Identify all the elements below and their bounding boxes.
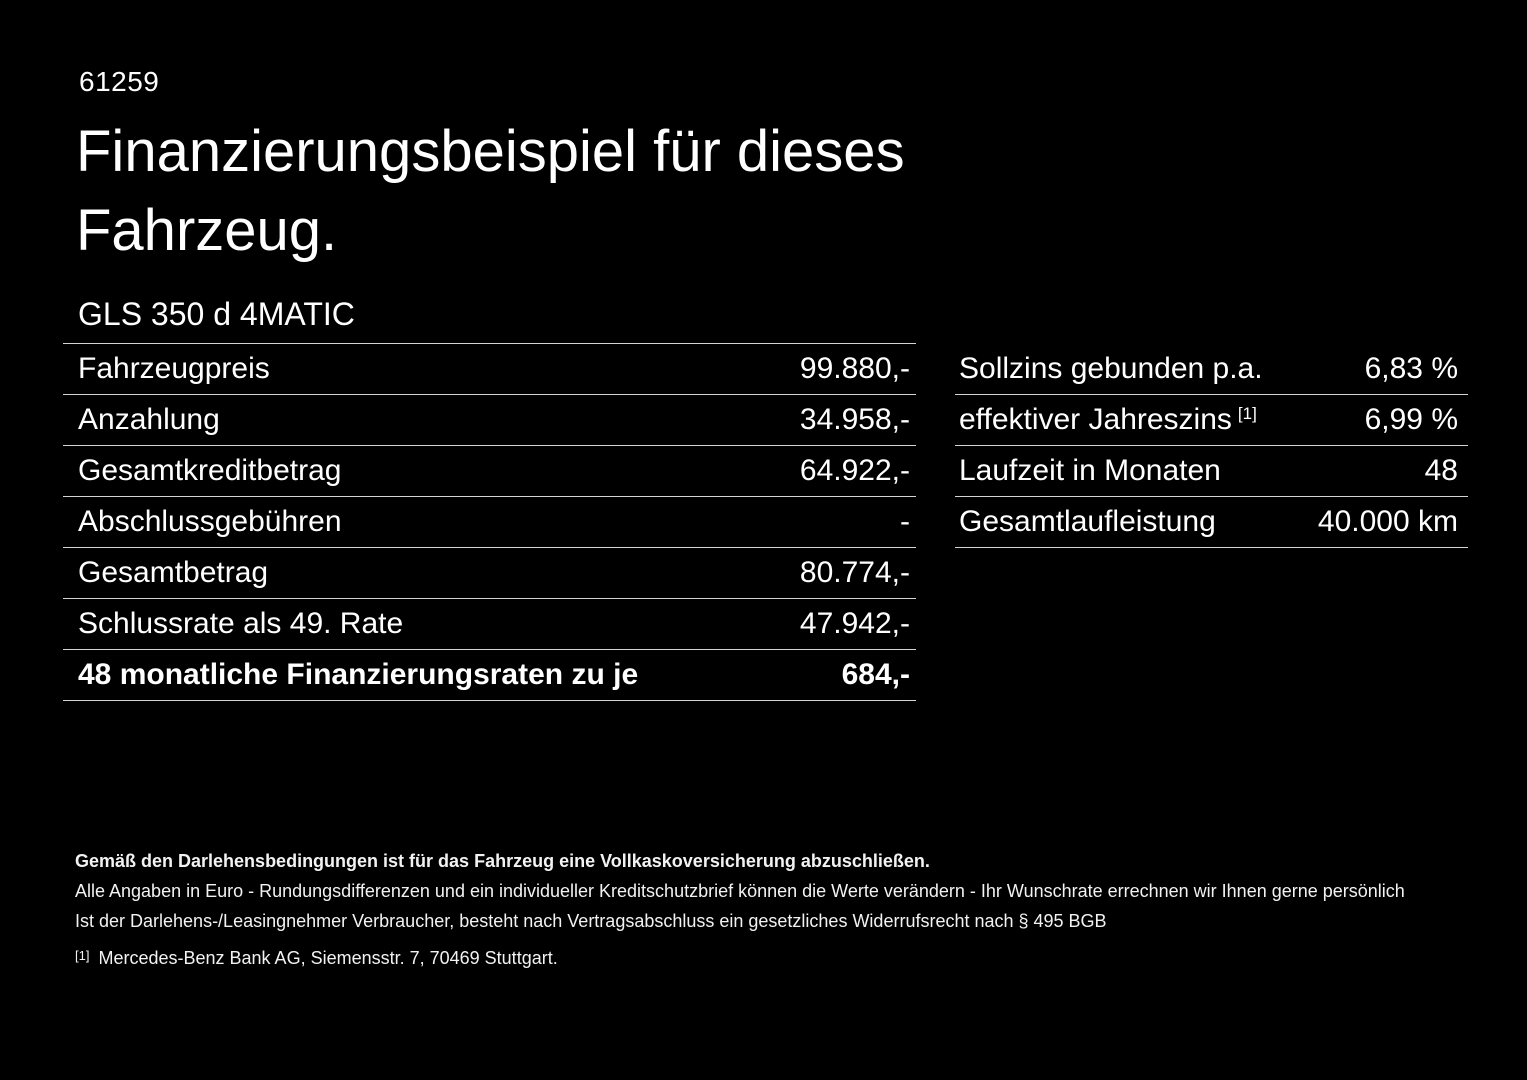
finance-row-schlussrate: Schlussrate als 49. Rate 47.942,- <box>63 599 916 650</box>
finance-row-value: 34.958,- <box>799 403 910 436</box>
finance-row-value: 99.880,- <box>799 352 910 385</box>
footer-note-withdrawal: Ist der Darlehens-/Leasingnehmer Verbrau… <box>75 911 1107 931</box>
insurance-note: Gemäß den Darlehensbedingungen ist für d… <box>75 851 930 871</box>
finance-row-abschlussgebuehren: Abschlussgebühren - <box>63 497 916 548</box>
finance-row-value: 684,- <box>841 658 910 691</box>
page-title-line-2: Fahrzeug. <box>76 198 338 263</box>
footer-note-rounding: Alle Angaben in Euro - Rundungsdifferenz… <box>75 881 1405 901</box>
finance-row-label: Fahrzeugpreis <box>78 352 270 385</box>
finance-row-value: 80.774,- <box>799 556 910 589</box>
footer-notes: Gemäß den Darlehensbedingungen ist für d… <box>75 846 1405 975</box>
vehicle-model: GLS 350 d 4MATIC <box>78 296 355 332</box>
finance-row-label: 48 monatliche Finanzierungsraten zu je <box>78 658 639 691</box>
conditions-table: Sollzins gebunden p.a. 6,83 % effektiver… <box>955 344 1468 548</box>
finance-row-label: Gesamtbetrag <box>78 556 269 589</box>
finance-row-value: 64.922,- <box>799 454 910 487</box>
conditions-row-value: 6,99 % <box>1364 403 1458 436</box>
conditions-row-value: 48 <box>1424 454 1458 487</box>
finance-row-monthly-rate: 48 monatliche Finanzierungsraten zu je 6… <box>63 650 916 701</box>
conditions-row-laufzeit: Laufzeit in Monaten 48 <box>955 446 1468 497</box>
conditions-row-sollzins: Sollzins gebunden p.a. 6,83 % <box>955 344 1468 395</box>
finance-table: Fahrzeugpreis 99.880,- Anzahlung 34.958,… <box>63 343 916 701</box>
finance-row-value: 47.942,- <box>799 607 910 640</box>
conditions-row-value: 40.000 km <box>1317 505 1458 538</box>
footnote-bank: [1] Mercedes-Benz Bank AG, Siemensstr. 7,… <box>75 943 1405 975</box>
conditions-row-label-text: effektiver Jahreszins <box>959 403 1232 436</box>
conditions-row-gesamtlaufleistung: Gesamtlaufleistung 40.000 km <box>955 497 1468 548</box>
finance-row-label: Schlussrate als 49. Rate <box>78 607 404 640</box>
conditions-row-label: effektiver Jahreszins [1] <box>959 403 1257 437</box>
finance-row-gesamtkreditbetrag: Gesamtkreditbetrag 64.922,- <box>63 446 916 497</box>
finance-row-label: Abschlussgebühren <box>78 505 342 538</box>
finance-row-value: - <box>900 505 910 538</box>
footnote-text: Mercedes-Benz Bank AG, Siemensstr. 7, 70… <box>98 948 558 968</box>
footnote-reference-marker: [1] <box>1237 404 1257 423</box>
finance-row-label: Gesamtkreditbetrag <box>78 454 342 487</box>
page-title-line-1: Finanzierungsbeispiel für dieses <box>76 119 905 184</box>
conditions-row-label: Laufzeit in Monaten <box>959 454 1221 487</box>
conditions-row-label: Sollzins gebunden p.a. <box>959 352 1263 385</box>
footnote-marker: [1] <box>75 948 90 963</box>
conditions-row-value: 6,83 % <box>1364 352 1458 385</box>
page-title: Finanzierungsbeispiel für dieses Fahrzeug… <box>76 112 905 270</box>
finance-row-fahrzeugpreis: Fahrzeugpreis 99.880,- <box>63 344 916 395</box>
doc-number: 61259 <box>79 66 160 97</box>
finance-row-label: Anzahlung <box>78 403 220 436</box>
conditions-row-label: Gesamtlaufleistung <box>959 505 1216 538</box>
finance-row-gesamtbetrag: Gesamtbetrag 80.774,- <box>63 548 916 599</box>
conditions-row-effektiver-jahreszins: effektiver Jahreszins [1] 6,99 % <box>955 395 1468 446</box>
finance-row-anzahlung: Anzahlung 34.958,- <box>63 395 916 446</box>
